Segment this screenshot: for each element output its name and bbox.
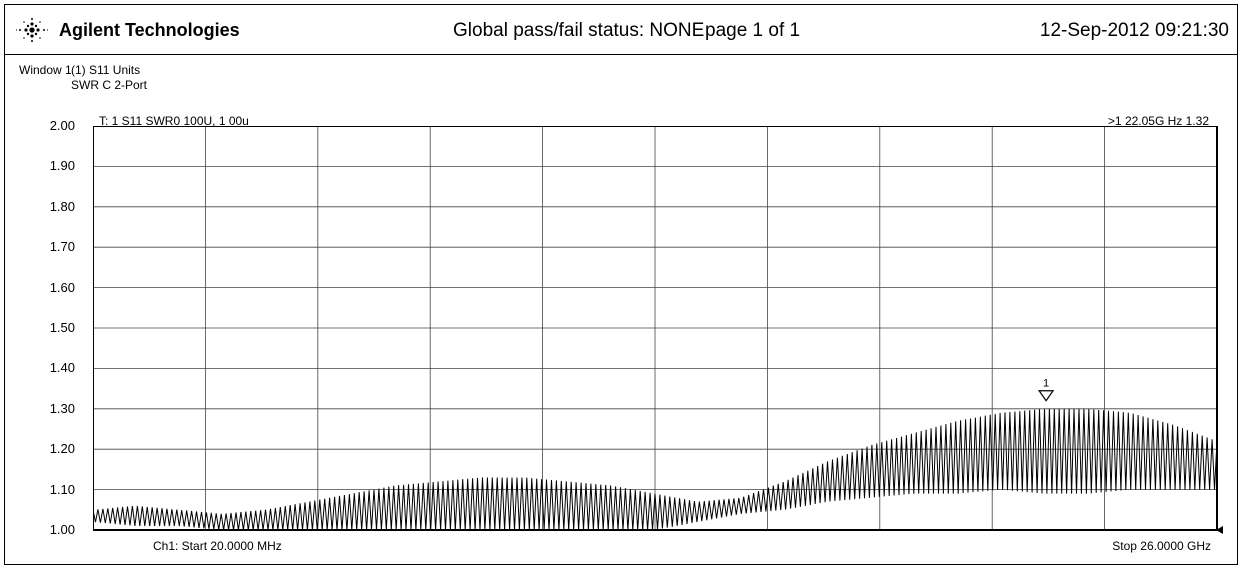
- marker-group: 1: [1037, 378, 1055, 402]
- y-tick-label: 1.20: [49, 441, 75, 457]
- window-label: Window 1: [19, 63, 72, 77]
- trace-line: [93, 408, 1218, 531]
- measurement-title-line1: (1) S11 Units: [71, 63, 141, 77]
- y-tick-label: 1.60: [49, 279, 75, 295]
- plot-border: [93, 126, 1218, 531]
- ref-arrow-right: [1216, 526, 1223, 534]
- y-tick-label: 1.80: [49, 198, 75, 214]
- y-tick-label: 1.70: [49, 239, 75, 255]
- report-frame: Agilent Technologies Global pass/fail st…: [4, 4, 1238, 565]
- marker-triangle: [1037, 390, 1055, 402]
- plot-grid: [93, 126, 1217, 530]
- pass-fail-status: Global pass/fail status: NONE: [453, 20, 705, 41]
- page-indicator: page 1 of 1: [705, 20, 801, 41]
- measurement-title-line2: SWR C 2-Port: [71, 78, 148, 92]
- y-tick-label: 1.10: [49, 481, 75, 497]
- trace-group: [93, 408, 1218, 531]
- agilent-spark-icon: [15, 18, 49, 42]
- y-tick-label: 1.00: [49, 522, 75, 537]
- y-tick-label: 1.50: [49, 320, 75, 335]
- marker-readout: >1 22.05G Hz 1.32: [1107, 114, 1209, 128]
- brand-name: Agilent Technologies: [59, 20, 240, 40]
- y-tick-label: 2.00: [49, 118, 75, 133]
- y-tick-label: 1.90: [49, 158, 75, 174]
- marker-number: 1: [1043, 378, 1049, 390]
- start-frequency: Ch1: Start 20.0000 MHz: [153, 539, 282, 553]
- report-header: Agilent Technologies Global pass/fail st…: [5, 5, 1237, 55]
- timestamp: 12-Sep-2012 09:21:30: [1039, 20, 1229, 41]
- y-tick-label: 1.30: [49, 400, 75, 416]
- measurement-title: (1) S11 Units SWR C 2-Port: [71, 63, 147, 93]
- plot-border-group: [93, 126, 1223, 534]
- trace-label: T: 1 S11 SWR0 100U, 1 00u: [99, 114, 249, 128]
- y-tick-label: 1.40: [49, 360, 75, 376]
- swr-plot: 1: [93, 126, 1223, 534]
- stop-frequency: Stop 26.0000 GHz: [1112, 539, 1211, 553]
